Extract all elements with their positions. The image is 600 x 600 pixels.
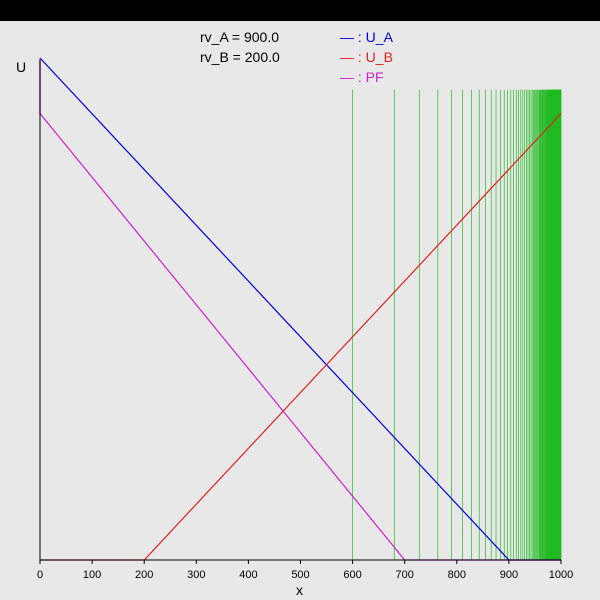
x-tick-label-3: 300 [187,569,205,581]
x-tick-label-8: 800 [448,569,466,581]
legend-item-u-b: — : U_B [340,49,393,65]
x-tick-label-5: 500 [291,569,309,581]
top-bar [0,0,600,21]
param-rv-a: rv_A = 900.0 [200,29,279,45]
series-lines-group [39,57,562,561]
x-tick-label-0: 0 [37,569,43,581]
param-rv-b: rv_B = 200.0 [200,49,280,65]
vertical-lines-group [352,89,562,560]
x-tick-label-1: 100 [83,569,101,581]
x-tick-label-7: 700 [396,569,414,581]
legend-item-u-a: — : U_A [340,29,394,45]
x-tick-label-10: 1000 [549,569,573,581]
x-tick-label-6: 600 [343,569,361,581]
x-ticks-group: 0 100 200 300 400 500 600 700 800 900 1000 [37,560,573,581]
legend-item-pf: — : PF [340,69,384,85]
x-tick-label-2: 200 [135,569,153,581]
axes-group [39,60,561,561]
x-axis-label: x [296,582,303,598]
series-line-u-a [39,57,561,561]
y-axis-label: U [16,59,26,75]
x-tick-label-4: 400 [239,569,257,581]
x-tick-label-9: 900 [500,569,518,581]
